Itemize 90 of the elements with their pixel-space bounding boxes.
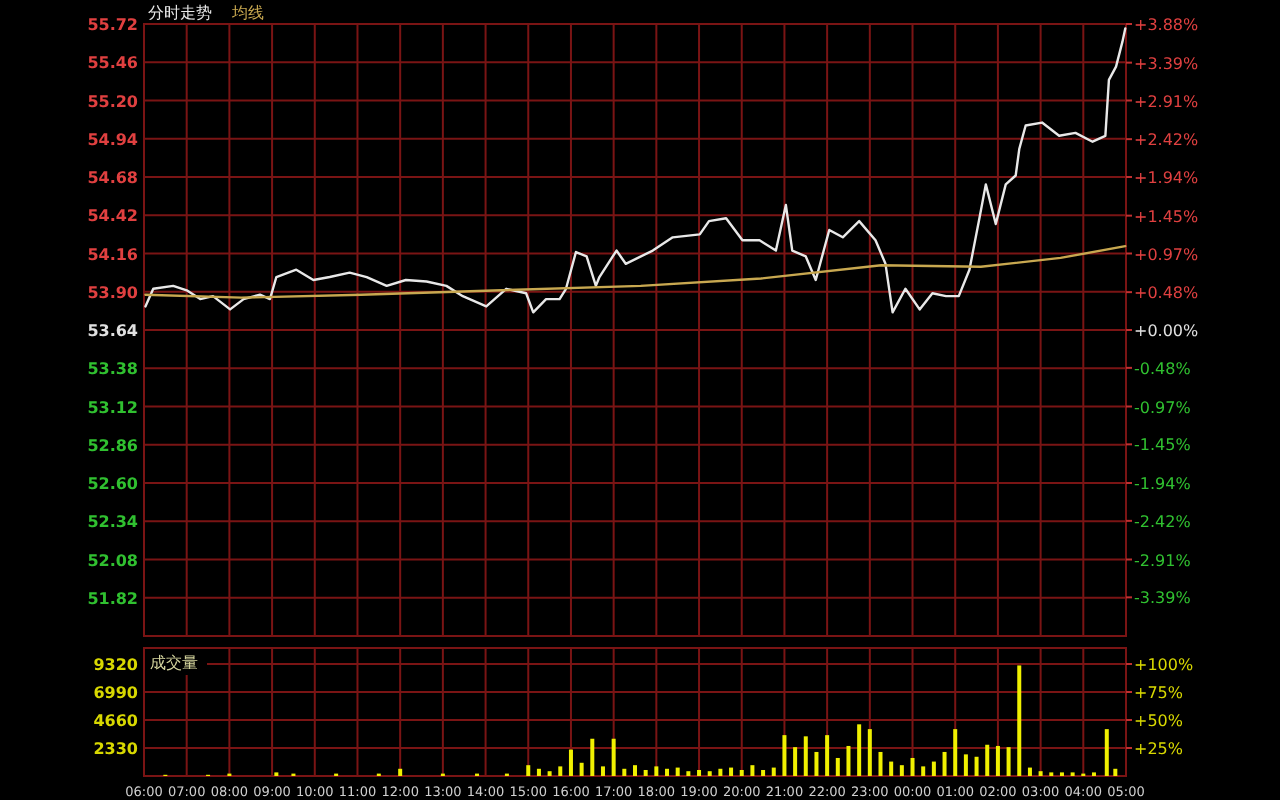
y2-tick-label: +25% <box>1134 740 1184 758</box>
y-tick-label: 55.46 <box>87 54 139 73</box>
y-tick-label: 54.42 <box>87 207 138 226</box>
y-tick-label: 53.64 <box>87 322 139 340</box>
bar <box>1006 747 1011 776</box>
y-tick-label: 52.34 <box>87 513 139 532</box>
bar <box>1027 767 1032 776</box>
bar <box>899 765 904 776</box>
y2-tick-label: -1.45% <box>1134 436 1192 455</box>
bar <box>878 751 883 776</box>
y-tick-label: 52.86 <box>87 436 139 455</box>
y2-tick-label: +1.94% <box>1134 169 1200 187</box>
y-tick-label: 9320 <box>93 655 139 674</box>
y2-tick-label: +0.48% <box>1134 284 1200 303</box>
y2-tick-label: +3.39% <box>1134 54 1200 73</box>
bar <box>985 744 990 776</box>
y2-tick-label: -2.42% <box>1134 512 1192 531</box>
bar <box>846 745 851 776</box>
bar <box>825 735 830 776</box>
bar <box>889 761 894 776</box>
text: 均线 <box>230 4 264 22</box>
y2-tick-label: +0.00% <box>1134 322 1200 340</box>
bar <box>974 756 979 776</box>
y2-tick-label: +1.45% <box>1134 207 1200 226</box>
y-tick-label: 53.38 <box>87 360 139 379</box>
bar <box>622 768 627 776</box>
bar <box>921 766 926 776</box>
y-tick-label: 55.72 <box>87 16 138 34</box>
chart-title: 成交量 <box>150 654 198 672</box>
bar <box>835 757 840 776</box>
bar <box>600 766 605 776</box>
bar <box>526 765 531 776</box>
bar <box>558 766 563 776</box>
bar <box>953 729 958 776</box>
y2-tick-label: +100% <box>1134 656 1194 675</box>
y-tick-label: 4660 <box>93 711 139 730</box>
y-tick-label: 6990 <box>93 683 139 702</box>
bar <box>793 747 798 776</box>
y2-tick-label: +75% <box>1134 684 1184 703</box>
bar <box>931 761 936 776</box>
bar <box>910 757 915 776</box>
bar <box>697 769 702 776</box>
y-tick-label: 54.68 <box>87 169 139 187</box>
bar <box>1104 729 1109 776</box>
y-tick-label: 2330 <box>93 740 139 758</box>
text: 分时走势 <box>148 4 212 22</box>
y-tick-label: 52.08 <box>87 551 139 570</box>
y2-tick-label: -0.48% <box>1134 359 1192 378</box>
bar <box>771 767 776 776</box>
y-tick-label: 55.20 <box>87 92 139 111</box>
bar <box>739 769 744 776</box>
bar <box>995 745 1000 776</box>
bar <box>643 769 648 776</box>
bar <box>963 754 968 776</box>
y-tick-label: 54.16 <box>87 245 139 264</box>
y-tick-label: 54.94 <box>87 130 139 149</box>
bar <box>867 729 872 776</box>
y-tick-label: 51.82 <box>87 589 138 608</box>
y2-tick-label: -0.97% <box>1134 398 1192 417</box>
y2-tick-label: +2.42% <box>1134 131 1200 150</box>
y2-tick-label: +2.91% <box>1134 92 1200 111</box>
bar <box>857 724 862 776</box>
y2-tick-label: +0.97% <box>1134 245 1200 264</box>
y-tick-label: 52.60 <box>87 475 139 493</box>
y2-tick-label: +3.88% <box>1134 16 1200 34</box>
bar <box>1017 665 1022 776</box>
y-tick-label: 53.90 <box>87 283 139 302</box>
bar <box>718 768 723 776</box>
bar <box>729 767 734 776</box>
bar <box>782 735 787 776</box>
bar <box>579 762 584 776</box>
bar <box>665 768 670 776</box>
bar <box>1113 768 1118 776</box>
bar <box>803 736 808 776</box>
bar <box>568 749 573 776</box>
bar <box>761 769 766 776</box>
bar <box>633 765 637 776</box>
bar <box>536 768 541 776</box>
bar <box>814 751 819 776</box>
y-tick-label: 53.12 <box>87 398 138 417</box>
bar <box>750 765 755 776</box>
bar <box>654 766 659 776</box>
y2-tick-label: -3.39% <box>1134 589 1192 608</box>
bar <box>942 751 947 776</box>
bar <box>590 738 595 776</box>
bar <box>611 738 616 776</box>
y2-tick-label: +50% <box>1134 712 1184 731</box>
y2-tick-label: -2.91% <box>1134 551 1192 570</box>
bar <box>675 767 680 776</box>
y2-tick-label: -1.94% <box>1134 475 1192 493</box>
